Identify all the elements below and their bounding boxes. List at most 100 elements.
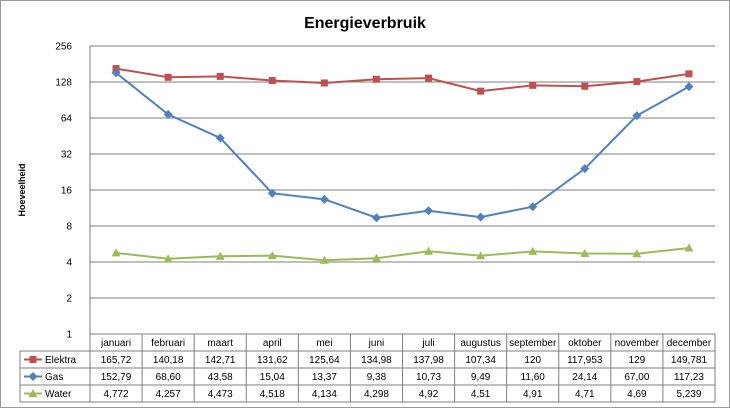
- x-tick-label: januari: [100, 338, 131, 349]
- legend-key-gas: [24, 372, 42, 381]
- data-point: [372, 75, 380, 83]
- x-tick-label: september: [509, 338, 557, 349]
- table-cell: 5,239: [676, 389, 701, 400]
- table-cell: 117,23: [674, 372, 704, 383]
- data-table: januari februari maart april mei juni juli augu…: [19, 333, 716, 403]
- table-cell: 4,69: [627, 389, 647, 400]
- table-cell: 68,60: [156, 372, 181, 383]
- data-point: [476, 251, 486, 260]
- y-tick-label: 16: [61, 186, 73, 197]
- table-cell: 4,92: [419, 389, 439, 400]
- y-tick-label: 64: [61, 114, 73, 125]
- series-water: [111, 243, 694, 264]
- x-tick-label: november: [615, 338, 660, 349]
- series-elektra: [112, 65, 693, 95]
- x-tick-label: juli: [421, 338, 434, 349]
- chart-title: Energieverbruik: [304, 15, 426, 32]
- x-tick-label: oktober: [568, 338, 602, 349]
- table-cell: 4,772: [104, 389, 129, 400]
- table-cell: 15,04: [260, 372, 285, 383]
- legend-marker: [28, 372, 38, 381]
- gridlines: [89, 45, 715, 335]
- x-tick-label: juni: [368, 338, 385, 349]
- data-point: [319, 255, 329, 264]
- table-cell: 24,14: [572, 372, 597, 383]
- legend-label: Elektra: [45, 355, 77, 366]
- data-point: [684, 243, 694, 252]
- table-cell: 107,34: [465, 355, 496, 366]
- x-tick-label: augustus: [460, 338, 501, 349]
- table-cell: 4,257: [156, 389, 181, 400]
- table-cell: 4,91: [523, 389, 543, 400]
- table-cell: 4,134: [312, 389, 337, 400]
- data-point: [268, 77, 276, 85]
- table-cell: 134,98: [361, 355, 392, 366]
- table-cell: 9,49: [471, 372, 491, 383]
- data-point: [528, 246, 538, 255]
- data-point: [163, 109, 173, 119]
- data-point: [371, 213, 381, 223]
- data-point: [425, 74, 433, 82]
- table-cell: 137,98: [413, 355, 444, 366]
- data-point: [685, 70, 693, 78]
- x-tick-label: mei: [316, 338, 332, 349]
- data-point: [267, 251, 277, 260]
- y-tick-label: 2: [66, 294, 72, 305]
- table-cell: 131,62: [257, 355, 288, 366]
- x-tick-label: maart: [207, 338, 233, 349]
- data-point: [477, 87, 485, 95]
- legend-key-elektra: [24, 356, 42, 363]
- table-cell: 9,38: [367, 372, 387, 383]
- data-point: [580, 164, 590, 174]
- data-point: [215, 251, 225, 260]
- x-tick-label: december: [667, 338, 712, 349]
- data-point: [632, 111, 642, 121]
- y-tick-label: 32: [61, 150, 73, 161]
- table-cell: 117,953: [567, 355, 603, 366]
- table-cell: 4,518: [260, 389, 285, 400]
- legend-label: Gas: [45, 372, 63, 383]
- y-tick-label: 8: [66, 222, 72, 233]
- data-point: [163, 254, 173, 263]
- y-tick-label: 4: [66, 258, 72, 269]
- table-cell: 13,37: [312, 372, 337, 383]
- table-cell: 142,71: [205, 355, 236, 366]
- legend-label: Water: [45, 389, 72, 400]
- data-point: [581, 82, 589, 90]
- table-cell: 4,51: [471, 389, 491, 400]
- table-cell: 152,79: [101, 372, 132, 383]
- data-point: [476, 212, 486, 222]
- table-cell: 125,64: [309, 355, 340, 366]
- data-point: [528, 202, 538, 212]
- y-tick-label: 128: [55, 78, 72, 89]
- data-point: [580, 249, 590, 258]
- table-cell: 4,71: [575, 389, 595, 400]
- series-layer: [111, 65, 694, 264]
- x-tick-label: april: [263, 338, 282, 349]
- data-point: [267, 188, 277, 198]
- table-cell: 129: [629, 355, 646, 366]
- table-cell: 4,473: [208, 389, 233, 400]
- data-point: [424, 246, 434, 255]
- y-tick-label: 256: [55, 42, 72, 53]
- data-point: [684, 82, 694, 92]
- table-cell: 120: [524, 355, 541, 366]
- data-point: [632, 249, 642, 258]
- data-point: [111, 248, 121, 257]
- table-cell: 4,298: [364, 389, 389, 400]
- x-tick-label: februari: [151, 338, 185, 349]
- data-point: [320, 79, 328, 87]
- data-point: [111, 68, 121, 78]
- data-point: [633, 78, 641, 86]
- table-cell: 10,73: [416, 372, 441, 383]
- y-tick-label: 1: [66, 330, 72, 341]
- data-point: [216, 72, 224, 80]
- table-cell: 149,781: [671, 355, 708, 366]
- series-line: [115, 246, 690, 262]
- table-cell: 67,00: [624, 372, 649, 383]
- data-point: [215, 133, 225, 143]
- series-line: [115, 72, 690, 219]
- data-point: [424, 206, 434, 216]
